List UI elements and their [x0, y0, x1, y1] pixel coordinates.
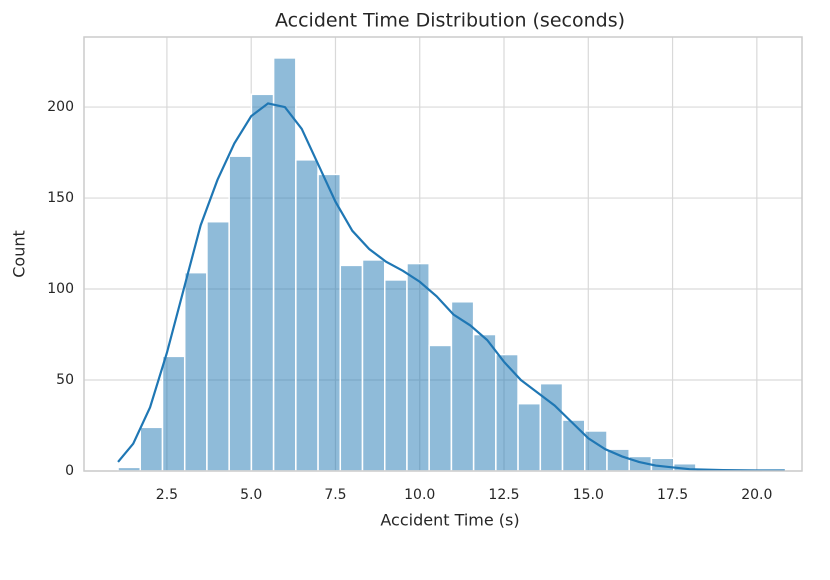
- bar: [428, 344, 453, 472]
- x-tick-label: 15.0: [573, 487, 604, 503]
- bar: [161, 355, 186, 472]
- bar: [272, 57, 297, 472]
- x-tick-label: 12.5: [488, 487, 519, 503]
- bar: [450, 301, 475, 472]
- bar: [317, 173, 342, 472]
- y-tick-label: 200: [47, 99, 74, 115]
- y-tick-label: 100: [47, 281, 74, 297]
- x-tick-label: 7.5: [324, 487, 346, 503]
- bar: [206, 220, 230, 472]
- y-tick-label: 50: [56, 372, 74, 388]
- bar: [406, 262, 430, 472]
- x-tick-label: 10.0: [404, 487, 435, 503]
- y-tick-label: 0: [65, 463, 74, 479]
- bar: [339, 264, 364, 472]
- plot-frame: [83, 36, 803, 472]
- y-axis-label: Count: [10, 230, 29, 278]
- bar: [561, 419, 586, 472]
- x-tick-label: 2.5: [156, 487, 178, 503]
- x-axis-label: Accident Time (s): [380, 511, 519, 530]
- bar: [384, 279, 408, 472]
- bar: [472, 333, 497, 472]
- kde-line: [117, 102, 785, 472]
- bar: [183, 271, 208, 472]
- bar: [139, 426, 164, 472]
- x-tick-label: 5.0: [240, 487, 262, 503]
- bar: [228, 155, 253, 472]
- y-tick-label: 150: [47, 190, 74, 206]
- bar: [517, 402, 542, 472]
- bar: [295, 159, 319, 472]
- x-tick-label: 20.0: [741, 487, 772, 503]
- bar: [361, 259, 386, 472]
- x-tick-label: 17.5: [657, 487, 688, 503]
- bar: [250, 93, 275, 472]
- chart-title: Accident Time Distribution (seconds): [275, 10, 625, 32]
